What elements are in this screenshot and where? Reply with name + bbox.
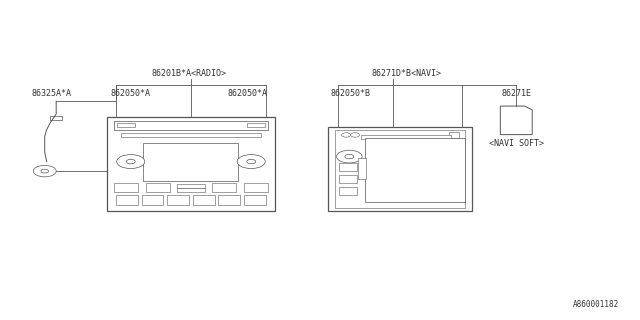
- Bar: [177, 184, 205, 188]
- Bar: [193, 195, 214, 205]
- Bar: [114, 183, 138, 192]
- Bar: [358, 158, 366, 179]
- Bar: [449, 132, 459, 138]
- Text: A860001182: A860001182: [573, 300, 620, 309]
- Bar: [244, 195, 266, 205]
- Circle shape: [126, 159, 135, 164]
- Text: 86325A*A: 86325A*A: [32, 89, 72, 98]
- Circle shape: [246, 159, 255, 164]
- Text: 862050*B: 862050*B: [330, 89, 370, 98]
- Circle shape: [41, 169, 49, 173]
- Circle shape: [345, 154, 354, 159]
- Circle shape: [337, 150, 362, 163]
- Bar: [335, 130, 465, 208]
- Circle shape: [351, 133, 360, 137]
- Bar: [51, 116, 62, 120]
- Bar: [247, 124, 265, 127]
- Bar: [244, 183, 268, 192]
- Circle shape: [116, 155, 145, 169]
- Bar: [177, 188, 205, 192]
- Bar: [362, 135, 451, 140]
- Text: 86271D*B<NAVI>: 86271D*B<NAVI>: [371, 68, 441, 77]
- Bar: [114, 121, 268, 130]
- Bar: [218, 195, 240, 205]
- Bar: [212, 183, 236, 192]
- Bar: [120, 133, 261, 137]
- Circle shape: [342, 133, 351, 137]
- Bar: [339, 175, 357, 183]
- Bar: [167, 195, 189, 205]
- Bar: [116, 124, 134, 127]
- Text: 86201B*A<RADIO>: 86201B*A<RADIO>: [152, 68, 227, 77]
- Bar: [146, 183, 170, 192]
- Text: 86271E: 86271E: [501, 89, 531, 98]
- Circle shape: [237, 155, 265, 169]
- Text: <NAVI SOFT>: <NAVI SOFT>: [489, 140, 544, 148]
- Bar: [106, 117, 275, 211]
- Circle shape: [33, 165, 56, 177]
- Bar: [328, 127, 472, 211]
- Text: 862050*A: 862050*A: [111, 89, 151, 98]
- Bar: [339, 187, 357, 195]
- Bar: [116, 195, 138, 205]
- Text: 862050*A: 862050*A: [228, 89, 268, 98]
- Bar: [143, 142, 239, 180]
- Bar: [339, 163, 357, 171]
- Polygon shape: [500, 106, 532, 135]
- Bar: [365, 139, 465, 202]
- Bar: [141, 195, 163, 205]
